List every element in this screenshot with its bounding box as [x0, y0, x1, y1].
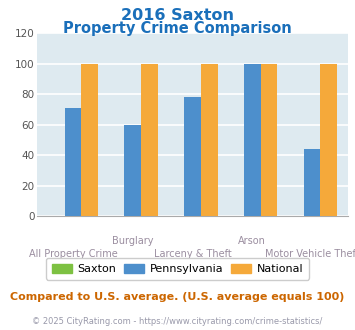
Bar [141, 63, 158, 216]
Text: Arson: Arson [239, 236, 266, 246]
Bar [65, 108, 82, 216]
Bar [184, 97, 201, 216]
Text: Larceny & Theft: Larceny & Theft [154, 249, 231, 259]
Text: 2016 Saxton: 2016 Saxton [121, 8, 234, 23]
Text: Property Crime Comparison: Property Crime Comparison [63, 21, 292, 36]
Bar [244, 63, 261, 216]
Bar [261, 63, 277, 216]
Bar [304, 149, 321, 216]
Text: Burglary: Burglary [112, 236, 154, 246]
Bar [201, 63, 218, 216]
Text: All Property Crime: All Property Crime [29, 249, 118, 259]
Text: Motor Vehicle Theft: Motor Vehicle Theft [265, 249, 355, 259]
Bar [321, 63, 337, 216]
Legend: Saxton, Pennsylvania, National: Saxton, Pennsylvania, National [46, 258, 309, 280]
Bar [82, 63, 98, 216]
Text: Compared to U.S. average. (U.S. average equals 100): Compared to U.S. average. (U.S. average … [10, 292, 345, 302]
Text: © 2025 CityRating.com - https://www.cityrating.com/crime-statistics/: © 2025 CityRating.com - https://www.city… [32, 317, 323, 326]
Bar [125, 124, 141, 216]
